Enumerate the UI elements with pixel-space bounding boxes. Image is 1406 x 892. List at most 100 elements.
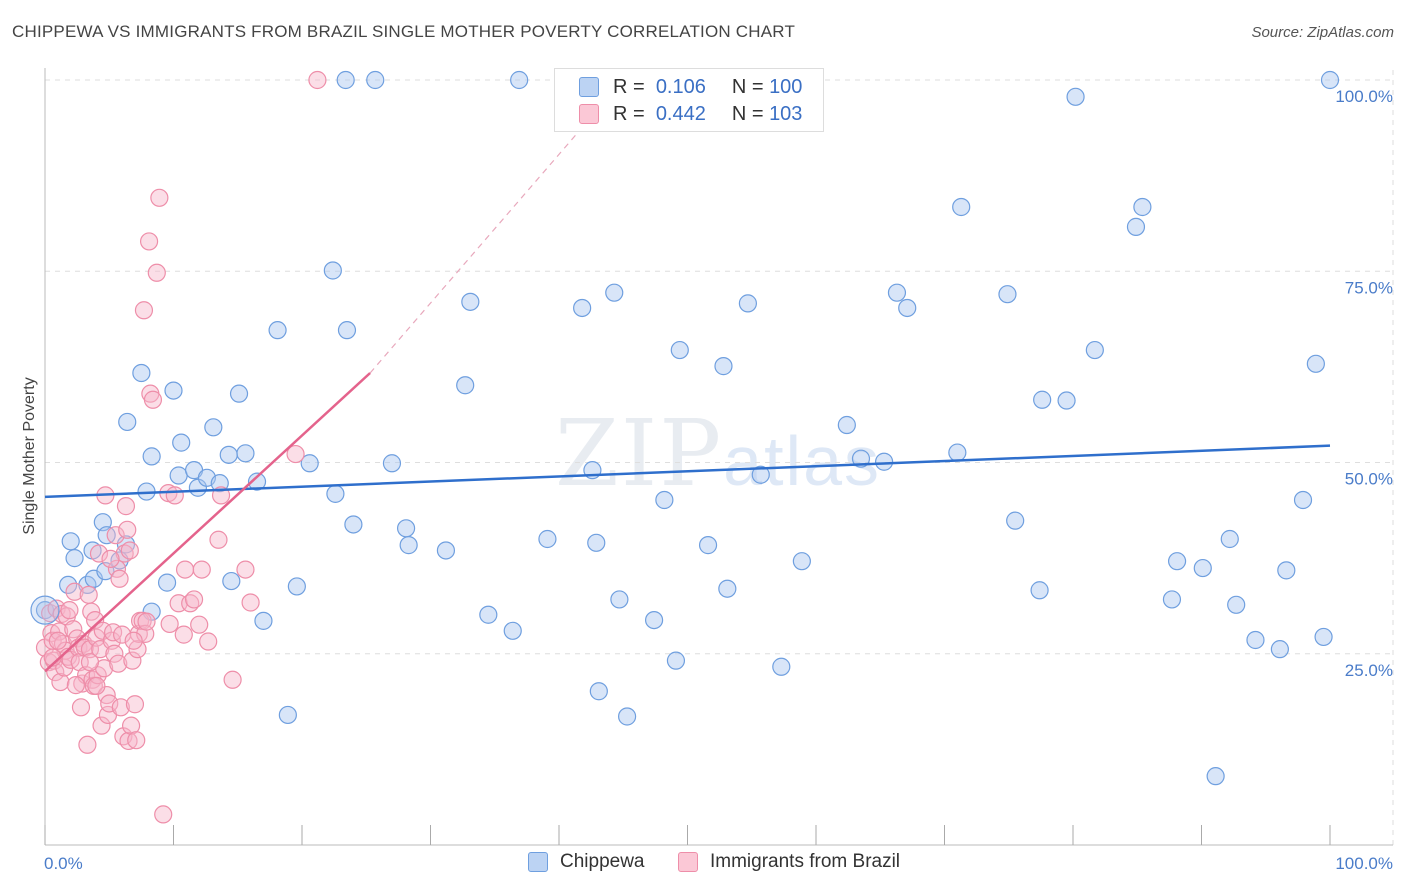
- brazil-point: [120, 541, 139, 560]
- legend-r-value: 0.442: [655, 102, 706, 125]
- chippewa-point: [461, 292, 480, 311]
- chippewa-point: [670, 340, 689, 360]
- chippewa-point: [1162, 590, 1182, 609]
- x-tick-label: 0.0%: [44, 854, 83, 873]
- brazil-point: [87, 676, 106, 695]
- chippewa-point: [366, 70, 385, 90]
- chippewa-point: [714, 357, 733, 376]
- brazil-point: [137, 612, 156, 631]
- chippewa-point: [1314, 627, 1333, 647]
- brazil-point: [124, 631, 143, 650]
- chippewa-point: [236, 444, 255, 463]
- brazil-point: [92, 716, 111, 735]
- chippewa-point: [337, 321, 357, 340]
- chippewa-point: [948, 443, 967, 462]
- series-label-chippewa: Chippewa: [560, 851, 645, 872]
- watermark-zip: ZIP: [555, 400, 724, 507]
- series-swatch-brazil: [678, 852, 698, 872]
- y-tick-label: 75.0%: [1345, 278, 1393, 297]
- chippewa-point: [1126, 217, 1146, 236]
- chippewa-point: [655, 490, 674, 510]
- y-tick-label: 100.0%: [1335, 87, 1393, 106]
- chippewa-point: [65, 549, 84, 568]
- chippewa-point: [326, 484, 345, 503]
- brazil-point: [89, 544, 109, 563]
- brazil-point: [223, 670, 242, 689]
- brazil-point: [128, 640, 147, 659]
- chippewa-point: [837, 415, 856, 435]
- chippewa-point: [1167, 552, 1187, 571]
- brazil-point: [110, 569, 129, 588]
- brazil-point: [308, 70, 327, 90]
- legend-n-label: N =: [731, 75, 764, 98]
- points-layer: [30, 70, 1340, 824]
- chippewa-point: [875, 452, 894, 471]
- chippewa-point: [510, 70, 529, 90]
- brazil-point: [82, 602, 101, 621]
- brazil-point: [80, 640, 100, 659]
- source-credit: Source: ZipAtlas.com: [1251, 24, 1394, 41]
- chippewa-point: [998, 285, 1017, 304]
- chippewa-point: [61, 532, 80, 551]
- brazil-trend-line: [44, 372, 371, 673]
- brazil-point: [106, 526, 125, 545]
- brazil-point: [79, 585, 98, 604]
- chippewa-point: [666, 651, 686, 670]
- chippewa-point: [1306, 354, 1325, 373]
- y-tick-label: 25.0%: [1345, 661, 1393, 680]
- legend-row-chippewa: R = 0.106 N = 100: [579, 75, 802, 99]
- brazil-point: [78, 735, 97, 754]
- series-legend-chippewa[interactable]: Chippewa: [528, 851, 645, 873]
- brazil-point: [134, 301, 154, 320]
- series-legend-brazil[interactable]: Immigrants from Brazil: [678, 851, 900, 873]
- chippewa-point: [792, 552, 811, 571]
- chippewa-point: [1193, 558, 1212, 578]
- chippewa-point: [1293, 490, 1313, 510]
- chippewa-point: [172, 433, 191, 452]
- chippewa-point: [479, 605, 498, 624]
- brazil-point: [154, 805, 173, 824]
- brazil-point: [192, 560, 211, 579]
- brazil-point: [115, 544, 134, 563]
- brazil-point: [165, 486, 184, 505]
- brazil-point: [64, 620, 83, 639]
- brazil-point: [66, 676, 85, 695]
- chippewa-point: [1030, 581, 1049, 600]
- brazil-point: [65, 582, 84, 601]
- chippewa-point: [1206, 767, 1225, 786]
- brazil-point: [184, 590, 204, 609]
- chippewa-point: [887, 283, 907, 302]
- brazil-point: [241, 593, 260, 612]
- chippewa-trend-line: [44, 444, 1331, 499]
- chippewa-point: [169, 466, 188, 485]
- chippewa-point: [898, 298, 917, 318]
- legend-n-value: 103: [769, 102, 803, 125]
- brazil-point: [111, 698, 130, 717]
- chippewa-point: [142, 447, 161, 466]
- chippewa-point: [1227, 595, 1246, 614]
- chippewa-point: [538, 529, 557, 549]
- brazil-point: [71, 698, 91, 717]
- chippewa-point: [118, 412, 137, 432]
- chippewa-point: [772, 657, 791, 676]
- chippewa-point: [344, 515, 363, 534]
- chippewa-point: [247, 472, 267, 491]
- legend-row-brazil: R = 0.442 N = 103: [579, 102, 802, 126]
- legend-r-label: R =: [613, 102, 645, 125]
- chippewa-point: [382, 454, 402, 473]
- chippewa-point: [59, 575, 78, 595]
- chippewa-point: [1246, 630, 1265, 650]
- chippewa-point: [222, 571, 241, 591]
- brazil-point: [174, 625, 193, 644]
- chippewa-point: [618, 707, 637, 726]
- brazil-point: [105, 644, 124, 663]
- chippewa-point: [132, 363, 151, 383]
- brazil-point: [127, 731, 146, 750]
- chippewa-point: [399, 536, 418, 555]
- chippewa-point: [229, 384, 249, 403]
- chippewa-point: [698, 536, 718, 555]
- y-tick-label: 50.0%: [1345, 470, 1393, 489]
- brazil-point: [46, 663, 65, 682]
- chippewa-point: [268, 321, 287, 340]
